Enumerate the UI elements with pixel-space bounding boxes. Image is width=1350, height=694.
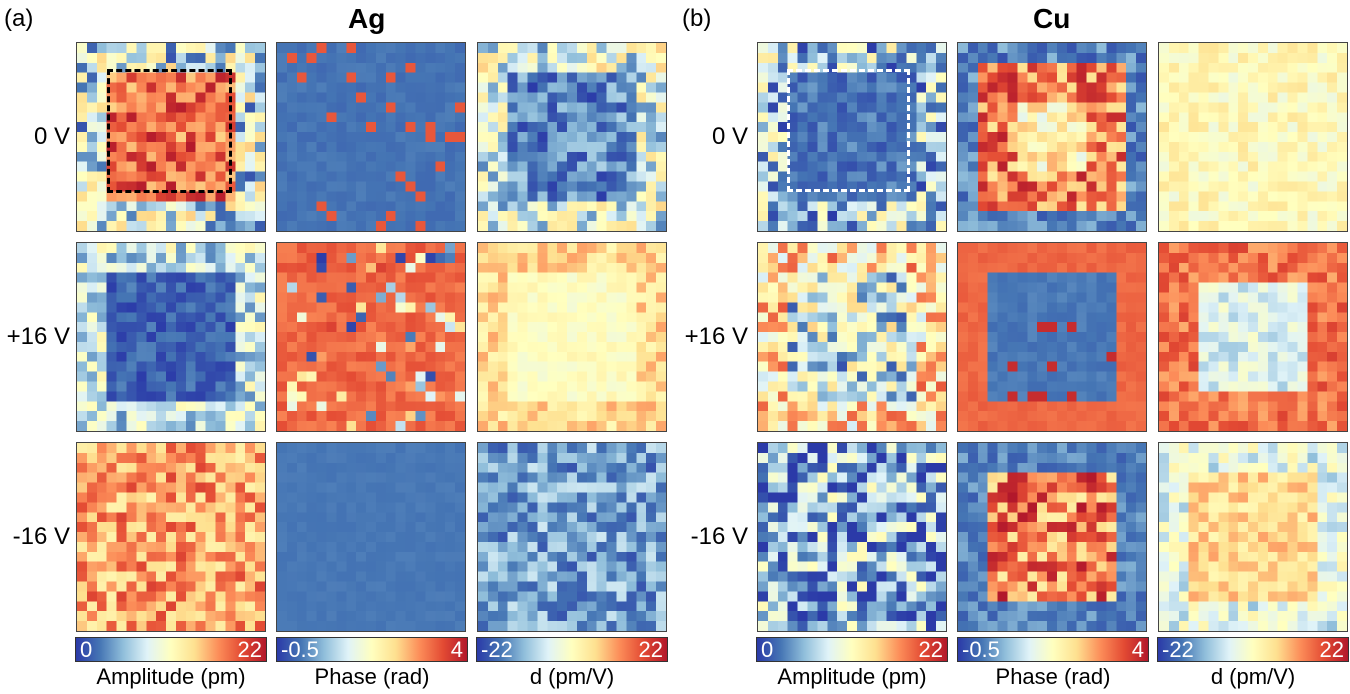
colorbar-max: 22 bbox=[1319, 637, 1344, 662]
cu-amplitude-axis-label: Amplitude (pm) bbox=[777, 664, 927, 689]
ag-d-axis-label: d (pm/V) bbox=[529, 664, 615, 689]
panel-a-title: Ag bbox=[348, 3, 386, 34]
colorbar-min: -0.5 bbox=[281, 637, 319, 662]
ag-amplitude-axis-label: Amplitude (pm) bbox=[96, 664, 246, 689]
colorbar-max: 22 bbox=[237, 637, 262, 662]
panel-a-row-0v: 0 V bbox=[33, 123, 70, 150]
ag-phase-plus16v-map bbox=[276, 242, 466, 432]
cu-phase-axis-label: Phase (rad) bbox=[995, 664, 1111, 689]
panel-a-row-minus16v: -16 V bbox=[12, 523, 70, 550]
panel-a-row-plus16v: +16 V bbox=[6, 323, 70, 350]
colorbar-max: 22 bbox=[918, 637, 943, 662]
panel-b-row-minus16v: -16 V bbox=[690, 523, 748, 550]
cu-d-axis-label: d (pm/V) bbox=[1210, 664, 1296, 689]
ag-d-plus16v-map bbox=[477, 242, 667, 432]
cu-d-minus16v-map bbox=[1158, 442, 1348, 632]
colorbar-min: 0 bbox=[80, 637, 93, 662]
panel-b-title: Cu bbox=[1033, 3, 1071, 34]
cu-d-0v-map bbox=[1158, 42, 1348, 232]
panel-b-row-plus16v: +16 V bbox=[684, 323, 748, 350]
colorbar-min: -0.5 bbox=[962, 637, 1000, 662]
colorbar-max: 22 bbox=[638, 637, 663, 662]
cu-phase-plus16v-map bbox=[957, 242, 1147, 432]
cu-phase-colorbar: -0.5 4 bbox=[957, 637, 1149, 662]
colorbar-max: 4 bbox=[450, 637, 463, 662]
ag-amplitude-plus16v-map bbox=[76, 242, 266, 432]
cu-d-plus16v-map bbox=[1158, 242, 1348, 432]
ag-d-minus16v-map bbox=[477, 442, 667, 632]
colorbar-min: -22 bbox=[481, 637, 513, 662]
ag-phase-axis-label: Phase (rad) bbox=[314, 664, 430, 689]
ag-region-outline bbox=[107, 69, 232, 193]
cu-amplitude-plus16v-map bbox=[757, 242, 947, 432]
panel-b-row-0v: 0 V bbox=[711, 123, 748, 150]
cu-amplitude-colorbar: 0 22 bbox=[756, 637, 948, 662]
colorbar-min: 0 bbox=[761, 637, 774, 662]
ag-phase-minus16v-map bbox=[276, 442, 466, 632]
cu-amplitude-minus16v-map bbox=[757, 442, 947, 632]
cu-region-outline bbox=[787, 69, 910, 192]
cu-phase-minus16v-map bbox=[957, 442, 1147, 632]
ag-d-colorbar: -22 22 bbox=[476, 637, 668, 662]
ag-phase-colorbar: -0.5 4 bbox=[276, 637, 468, 662]
ag-d-0v-map bbox=[477, 42, 667, 232]
panel-a-label: (a) bbox=[4, 5, 34, 32]
panel-b-label: (b) bbox=[682, 5, 712, 32]
colorbar-max: 4 bbox=[1131, 637, 1144, 662]
cu-d-colorbar: -22 22 bbox=[1157, 637, 1349, 662]
ag-phase-0v-map bbox=[276, 42, 466, 232]
ag-amplitude-colorbar: 0 22 bbox=[75, 637, 267, 662]
ag-amplitude-minus16v-map bbox=[76, 442, 266, 632]
cu-phase-0v-map bbox=[957, 42, 1147, 232]
colorbar-min: -22 bbox=[1162, 637, 1194, 662]
